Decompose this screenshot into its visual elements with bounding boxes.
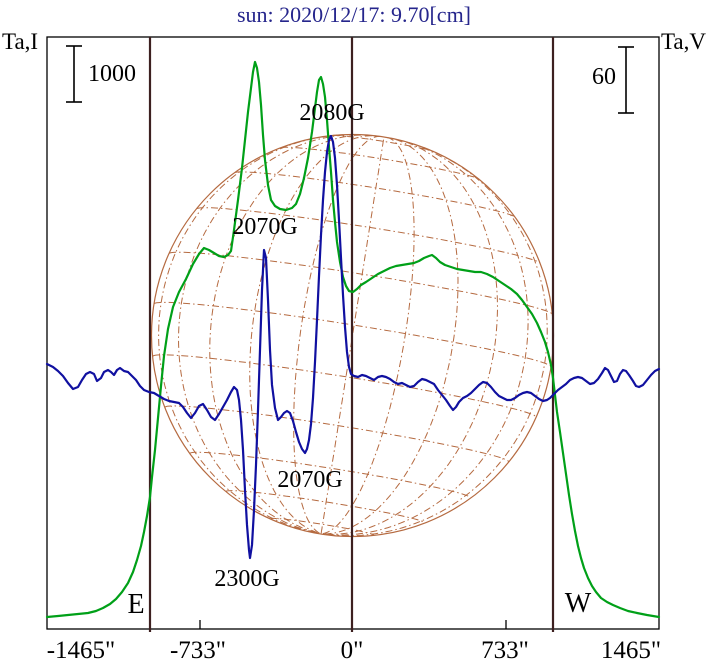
sun-grid-meridian-line (158, 134, 344, 533)
scale-bar-ta-i-label: 1000 (88, 61, 136, 87)
left-axis-label: Ta,I (2, 29, 39, 54)
sun-grid-latitude-line (332, 134, 434, 152)
sun-grid-meridian-line (320, 137, 385, 534)
x-axis-label: 733" (481, 637, 529, 662)
x-axis-label: -733" (170, 637, 226, 662)
sun-grid-latitude-line (154, 301, 552, 367)
sun-grid-latitude-line (164, 405, 510, 462)
page-title: sun: 2020/12/17: 9.70[cm] (236, 2, 472, 27)
x-axis-label: -1465" (47, 637, 116, 662)
gauss-label-2300: 2300G (214, 566, 279, 592)
east-limb-label: E (127, 589, 144, 620)
sun-grid-meridian-line (327, 141, 529, 536)
sun-grid-latitude-line (270, 517, 375, 536)
sun-grid-meridian-line (177, 134, 360, 533)
sun-grid-meridian-line (327, 146, 548, 537)
x-axis-label: 1465" (601, 637, 661, 662)
west-limb-label: W (565, 588, 592, 619)
right-axis-label: Ta,V (660, 29, 706, 54)
sun-grid-meridian-line (326, 139, 499, 535)
gauss-label-2070-lower: 2070G (277, 467, 342, 493)
gauss-label-2070-upper: 2070G (232, 214, 297, 240)
x-axis-label: 0" (341, 637, 364, 662)
sun-grid-latitude-line (225, 490, 426, 524)
scale-bar-ta-v-label: 60 (592, 64, 616, 90)
sun-grid-meridian-line (293, 135, 381, 534)
sun-grid-meridian-line (324, 137, 459, 535)
gauss-label-2080: 2080G (299, 100, 364, 126)
sun-grid-latitude-line (235, 171, 515, 218)
sun-grid-meridian-line (322, 137, 415, 535)
ta-i-curve (45, 60, 661, 619)
sun-grid-meridian-line (249, 135, 378, 534)
ta-v-curve (45, 134, 661, 560)
sun-grid-latitude-line (281, 146, 479, 180)
